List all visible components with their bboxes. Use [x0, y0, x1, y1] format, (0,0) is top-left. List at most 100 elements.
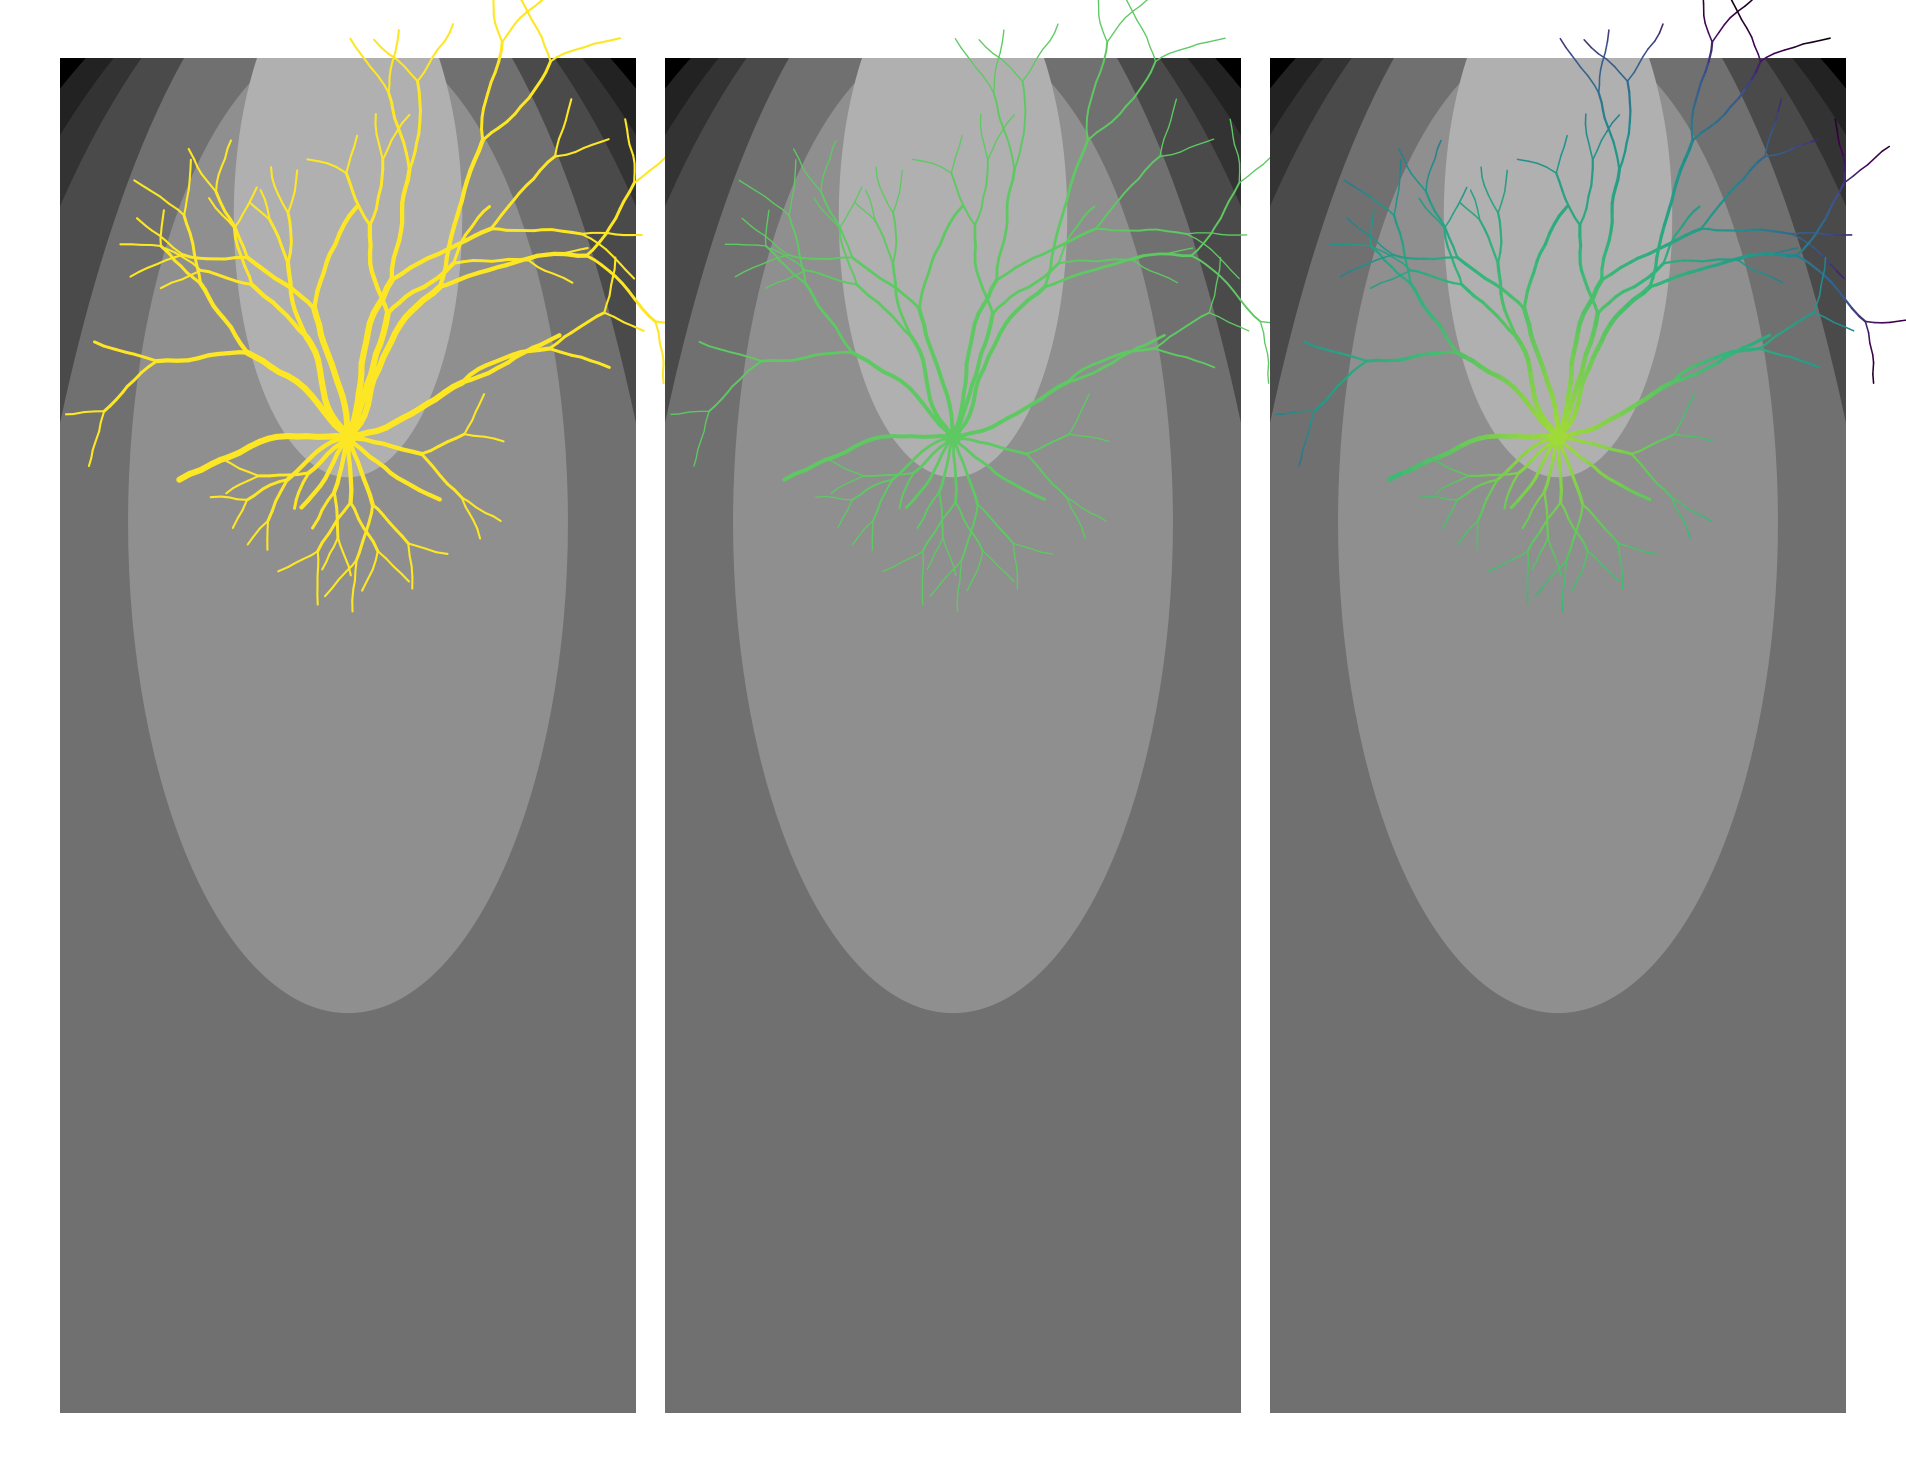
dendrite-segment: [1824, 207, 1832, 220]
dendrite-segment: [1704, 60, 1710, 74]
dendrite-segment: [480, 107, 485, 120]
dendrite-segment: [1233, 181, 1241, 194]
dendrite-segment: [677, 411, 690, 415]
dendrite-segment: [1499, 229, 1503, 244]
dendrite-segment: [476, 527, 482, 540]
dendrite-segment: [238, 467, 250, 473]
dendrite-segment: [752, 360, 763, 368]
dendrite-segment: [989, 84, 995, 94]
dendrite-segment: [344, 171, 351, 183]
dendrite-segment: [374, 195, 380, 211]
dendrite-segment: [1572, 437, 1586, 444]
dendrite-segment: [1558, 154, 1562, 165]
dendrite-segment: [361, 530, 368, 543]
dendrite-segment: [1801, 140, 1813, 146]
dendrite-segment: [632, 325, 645, 332]
dendrite-segment: [1790, 233, 1803, 240]
dendrite-segment: [1378, 252, 1386, 262]
dendrite-segment: [1144, 339, 1156, 347]
dendrite-segment: [1647, 247, 1660, 256]
dendrite-segment: [1213, 284, 1217, 297]
dendrite-segment: [1673, 433, 1685, 437]
dendrite-segment: [99, 410, 106, 424]
dendrite-segment: [137, 266, 149, 273]
dendrite-segment: [266, 207, 271, 221]
dendrite-segment: [1779, 326, 1791, 334]
dendrite-segment: [864, 189, 871, 201]
dendrite-segment: [954, 489, 958, 505]
dendrite-segment: [525, 177, 535, 187]
dendrite-segment: [1602, 565, 1613, 575]
dendrite-segment: [876, 499, 882, 513]
dendrite-segment: [990, 557, 1000, 567]
dendrite-segment: [1610, 447, 1625, 454]
dendrite-segment: [796, 243, 801, 255]
dendrite-segment: [942, 509, 951, 520]
dendrite-segment: [853, 275, 858, 286]
dendrite-segment: [1580, 269, 1587, 282]
dendrite-segment: [1406, 165, 1413, 175]
dendrite-segment: [1208, 312, 1220, 318]
dendrite-segment: [1788, 247, 1799, 251]
neuron: [1275, 0, 1906, 613]
dendrite-segment: [1793, 144, 1803, 149]
dendrite-segment: [1264, 342, 1269, 356]
dendrite-segment: [959, 558, 963, 572]
dendrite-segment: [351, 587, 355, 602]
shade-mid: [733, 58, 1173, 1013]
dendrite-segment: [245, 255, 258, 267]
dendrite-segment: [879, 489, 888, 502]
dendrite-segment: [930, 552, 936, 563]
dendrite-segment: [937, 482, 944, 494]
dendrite-segment: [1095, 221, 1103, 230]
dendrite-segment: [1670, 496, 1677, 508]
dendrite-segment: [1592, 514, 1601, 525]
dendrite-segment: [336, 509, 346, 520]
dendrite-segment: [1070, 168, 1077, 184]
dendrite-segment: [1102, 120, 1113, 130]
dendrite-segment: [1225, 263, 1232, 272]
dendrite-segment: [1213, 270, 1222, 278]
dendrite-segment: [1487, 193, 1494, 205]
dendrite-segment: [82, 410, 96, 414]
dendrite-segment: [497, 31, 504, 44]
dendrite-segment: [478, 393, 486, 406]
dendrite-segment: [1044, 475, 1054, 486]
dendrite-segment: [219, 495, 231, 499]
dendrite-segment: [741, 217, 752, 227]
dendrite-segment: [591, 239, 602, 252]
dendrite-segment: [557, 126, 565, 141]
dendrite-segment: [1702, 515, 1712, 522]
dendrite-segment: [1582, 207, 1588, 219]
dendrite-segment: [1710, 40, 1714, 52]
dendrite-segment: [1034, 445, 1045, 452]
dendrite-segment: [623, 321, 635, 328]
dendrite-segment: [1123, 184, 1133, 195]
dendrite-segment: [287, 202, 293, 214]
dendrite-segment: [245, 494, 256, 502]
dendrite-segment: [1487, 478, 1499, 483]
dendrite-segment: [1238, 298, 1248, 310]
dendrite-segment: [1546, 509, 1556, 520]
dendrite-segment: [224, 276, 239, 283]
dendrite-segment: [1814, 248, 1824, 258]
dendrite-segment: [474, 403, 481, 414]
dendrite-segment: [918, 484, 927, 495]
dendrite-segment: [1523, 289, 1530, 304]
dendrite-segment: [821, 173, 825, 184]
dendrite-segment: [1331, 385, 1339, 394]
dendrite-segment: [964, 469, 971, 481]
dendrite-segment: [371, 558, 377, 571]
dendrite-segment: [976, 558, 982, 571]
dendrite-segment: [587, 314, 599, 323]
dendrite-segment: [396, 29, 400, 43]
dendrite-segment: [619, 263, 628, 272]
dendrite-segment: [1449, 342, 1459, 355]
dendrite-segment: [972, 533, 980, 543]
dendrite-segment: [1670, 496, 1680, 503]
dendrite-segment: [868, 269, 882, 280]
dendrite-segment: [1688, 393, 1695, 406]
dendrite-segment: [1353, 185, 1362, 192]
dendrite-segment: [1628, 109, 1632, 124]
